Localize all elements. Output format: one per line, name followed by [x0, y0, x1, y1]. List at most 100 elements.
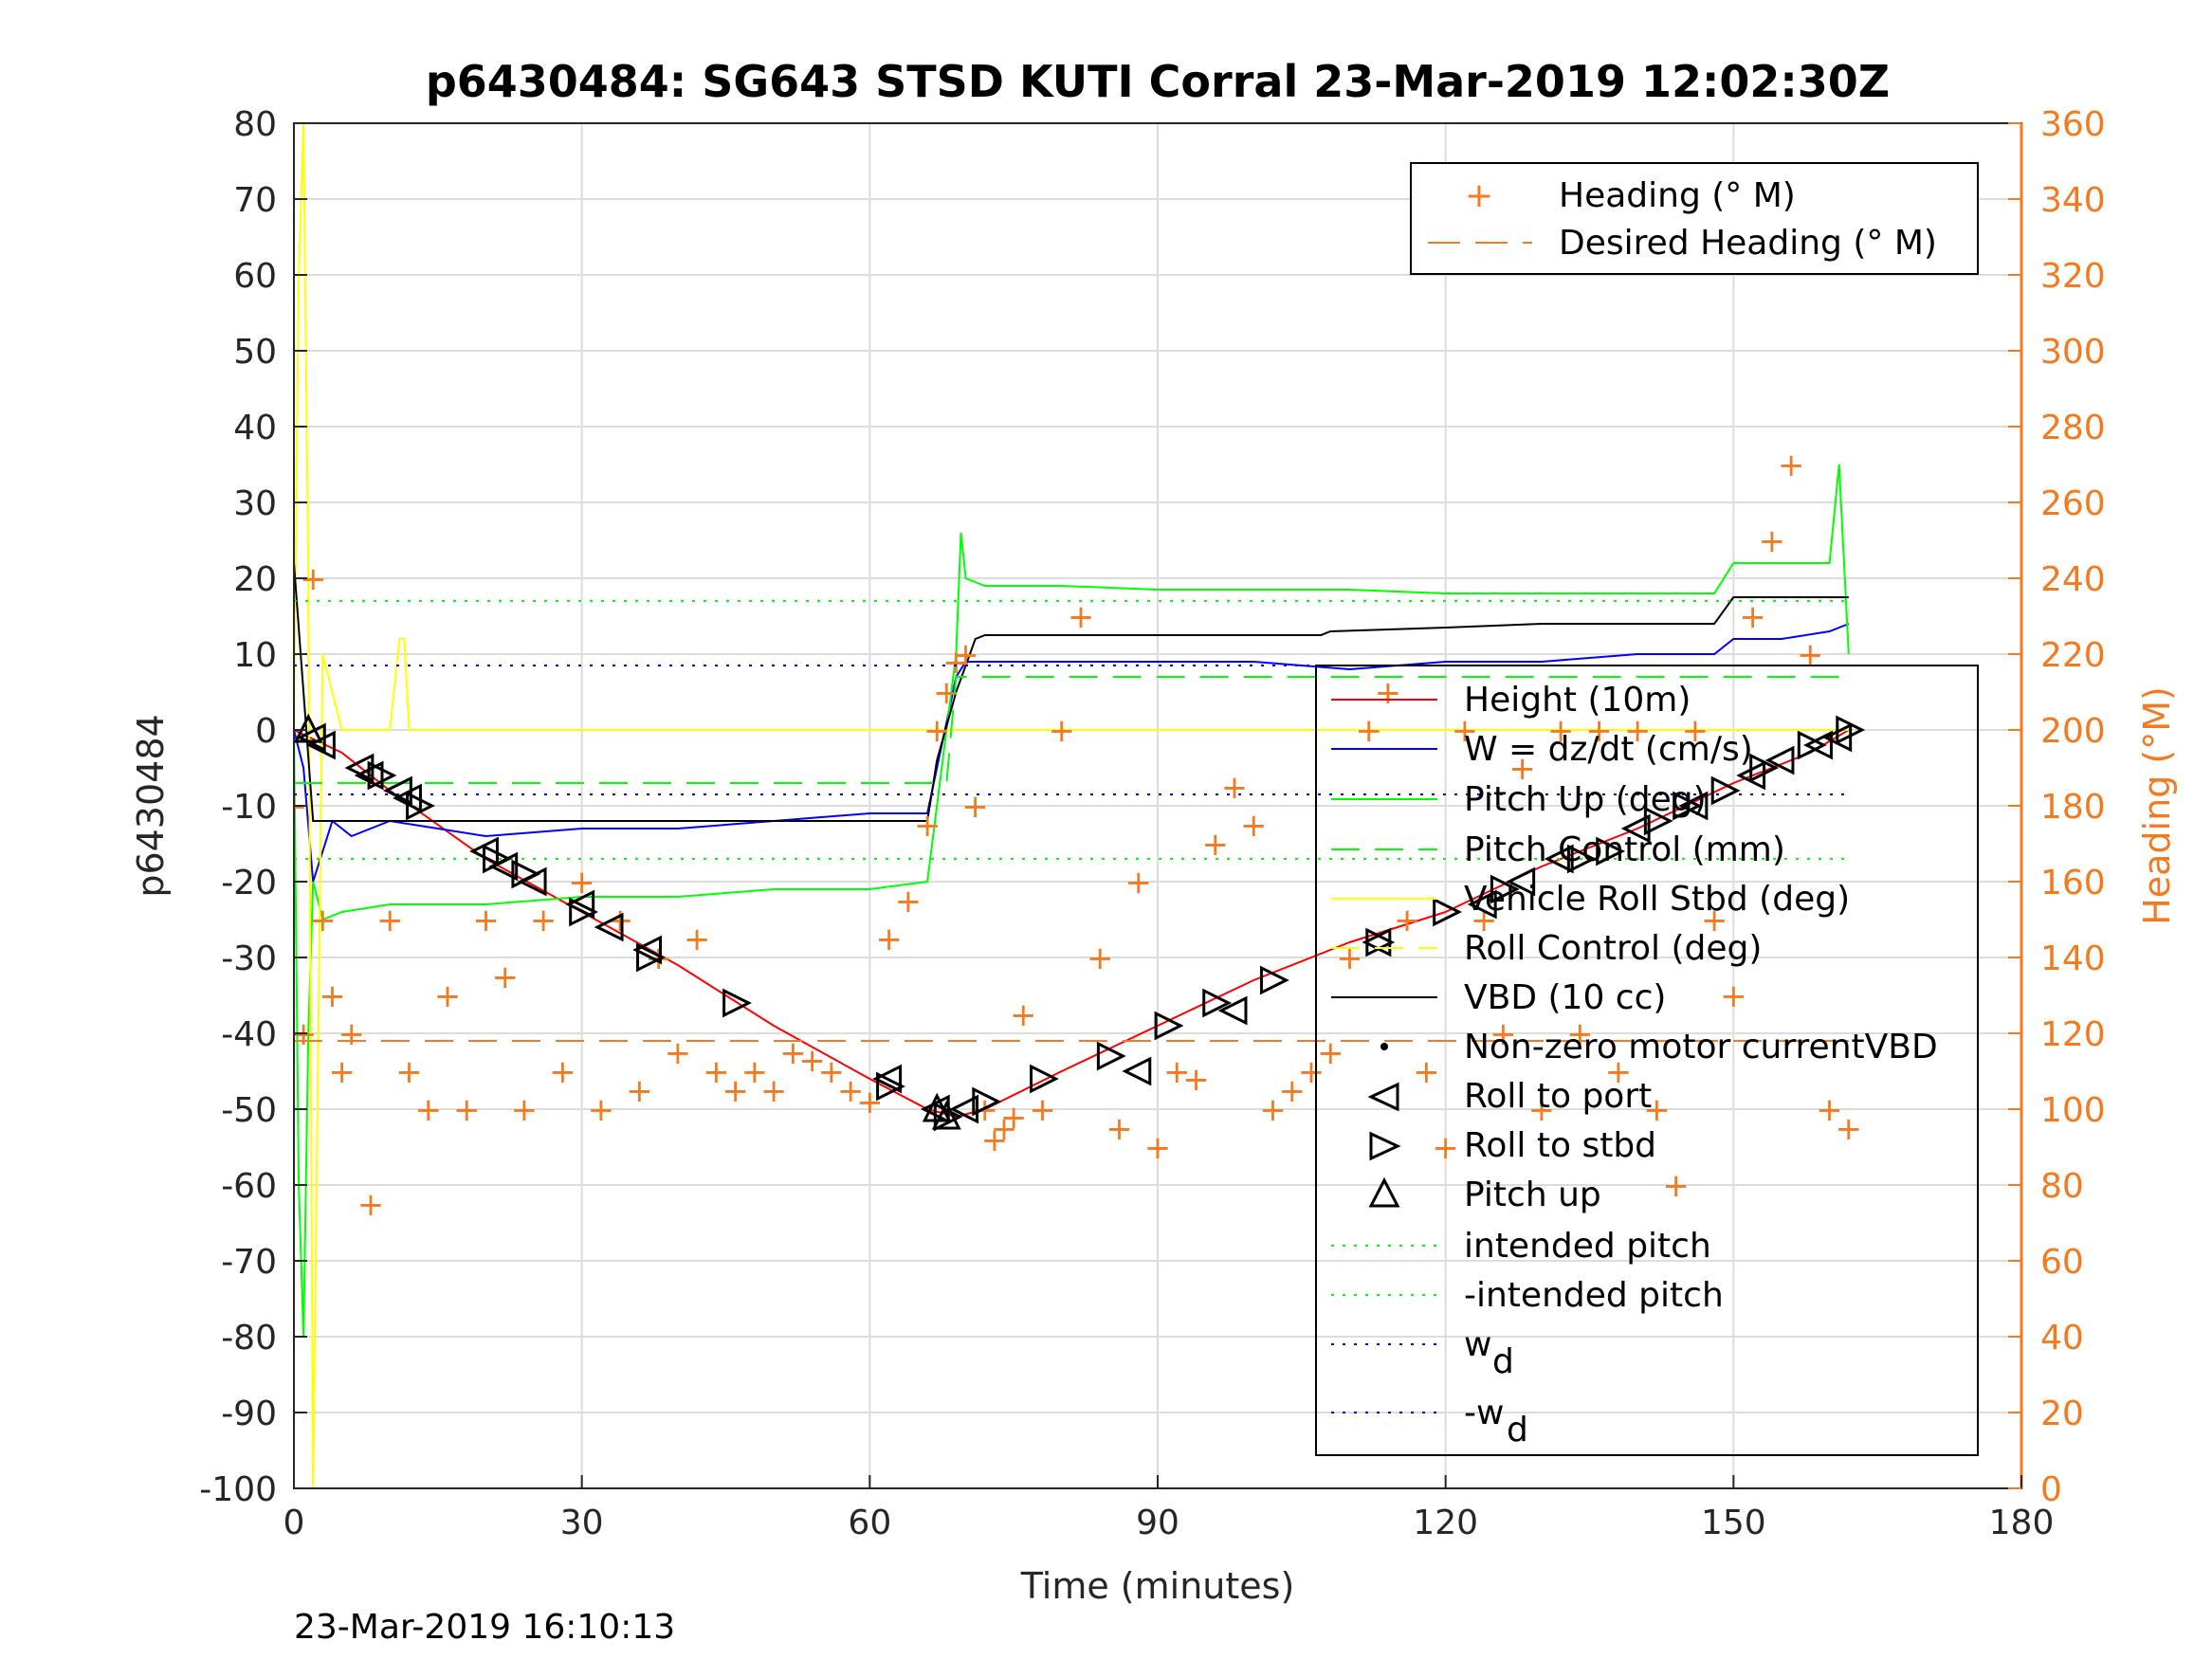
- roll-to-stbd-marker: [1490, 874, 1520, 904]
- y-tick-label: -10: [221, 788, 277, 827]
- heading-marker: +: [741, 1053, 769, 1091]
- heading-marker: +: [1000, 1099, 1028, 1137]
- roll-to-stbd-marker: [1259, 965, 1289, 995]
- heading-marker: +: [1201, 826, 1229, 864]
- heading-marker: +: [1068, 598, 1095, 636]
- heading-marker: +: [511, 1091, 539, 1129]
- heading-marker: +: [684, 921, 711, 958]
- series-pitch-up-deg: [294, 464, 1850, 1338]
- y-right-tick-label: 200: [2040, 712, 2106, 751]
- heading-marker: +: [1049, 712, 1076, 750]
- legend-entry: -w: [1464, 1394, 1504, 1432]
- heading-marker: +: [1585, 712, 1613, 750]
- y-right-tick-label: 0: [2040, 1470, 2062, 1509]
- x-tick-label: 180: [1989, 1504, 2055, 1542]
- roll-to-port-marker: [1467, 889, 1497, 920]
- heading-marker: +: [1452, 712, 1479, 750]
- heading-marker: +: [722, 1072, 749, 1110]
- roll-to-stbd-marker: [1710, 775, 1741, 806]
- y-tick-label: -30: [221, 939, 277, 978]
- y-tick-label: -100: [199, 1470, 277, 1509]
- heading-marker: +: [703, 1053, 730, 1091]
- heading-marker: +: [1701, 902, 1728, 939]
- legend-entry: w: [1464, 1325, 1491, 1364]
- heading-marker: +: [1106, 1110, 1133, 1148]
- y-right-tick-label: 180: [2040, 788, 2106, 827]
- heading-marker: +: [453, 1091, 481, 1129]
- heading-marker: +: [376, 902, 404, 939]
- heading-marker: +: [923, 712, 951, 750]
- roll-to-stbd-marker: [1566, 844, 1597, 874]
- legend-roll-stbd-icon: [1369, 1131, 1401, 1161]
- heading-marker: +: [319, 977, 346, 1015]
- roll-to-port-marker: [872, 1064, 903, 1094]
- legend-entry: Roll to port: [1464, 1077, 1652, 1116]
- x-tick-label: 0: [283, 1504, 305, 1542]
- legend-entry: W = dz/dt (cm/s): [1464, 730, 1753, 769]
- legend-entry: Pitch Control (mm): [1464, 830, 1785, 869]
- y-right-tick-label: 260: [2040, 484, 2106, 523]
- markers-layer: [294, 713, 1866, 1132]
- heading-marker: +: [1643, 1091, 1671, 1129]
- heading-marker: +: [1029, 1091, 1056, 1129]
- heading-marker: +: [1759, 522, 1786, 560]
- heading-marker: +: [338, 1015, 365, 1053]
- heading-marker: +: [588, 1091, 615, 1129]
- y-tick-label: 50: [233, 333, 277, 372]
- roll-to-stbd-marker: [1096, 1041, 1126, 1071]
- heading-marker: +: [981, 1121, 1009, 1159]
- roll-to-stbd-marker: [511, 859, 541, 889]
- x-tick-label: 120: [1413, 1504, 1478, 1542]
- roll-to-port-marker: [1803, 730, 1833, 760]
- heading-marker: +: [1336, 939, 1363, 977]
- heading-marker: +: [1163, 1053, 1191, 1091]
- y-right-tick-label: 100: [2040, 1091, 2106, 1130]
- heading-marker: +: [472, 902, 500, 939]
- roll-to-port-marker: [632, 935, 663, 965]
- heading-marker: +: [626, 1072, 653, 1110]
- legend-entry: Pitch up: [1464, 1176, 1601, 1214]
- roll-to-port-marker: [1764, 745, 1795, 775]
- y-right-tick-label: 280: [2040, 409, 2106, 447]
- legend-entry: Pitch Up (deg): [1464, 780, 1707, 819]
- heading-marker: +: [1394, 902, 1421, 939]
- y-tick-label: -60: [221, 1167, 277, 1206]
- y-tick-label: 80: [233, 105, 277, 144]
- roll-to-stbd-marker: [972, 1086, 1002, 1117]
- heading-marker: +: [856, 1084, 884, 1121]
- roll-to-port-marker: [594, 912, 624, 942]
- y-tick-label: 60: [233, 257, 277, 296]
- y-tick-label: 70: [233, 181, 277, 220]
- heading-marker: +: [1278, 1072, 1306, 1110]
- y-right-tick-label: 120: [2040, 1015, 2106, 1054]
- y-right-tick-label: 320: [2040, 257, 2106, 296]
- heading-marker: +: [1125, 864, 1153, 902]
- series-layer: ++++++++++++++++++++++++++++++++++++++++…: [294, 123, 1862, 1488]
- heading-marker: +: [1221, 769, 1249, 807]
- roll-to-stbd-marker: [1673, 791, 1703, 821]
- heading-marker: +: [1778, 447, 1805, 484]
- legend-entry: intended pitch: [1464, 1227, 1711, 1266]
- x-tick-label: 90: [1136, 1504, 1179, 1542]
- heading-marker: +: [760, 1072, 788, 1110]
- heading-marker: +: [942, 644, 970, 682]
- roll-to-stbd-marker: [1202, 988, 1233, 1018]
- y-right-tick-label: 60: [2040, 1243, 2084, 1282]
- heading-marker: +: [1259, 1091, 1287, 1129]
- legend-entry: VBD (10 cc): [1464, 978, 1666, 1017]
- y-tick-label: -80: [221, 1319, 277, 1358]
- roll-to-stbd-marker: [1797, 730, 1827, 760]
- heading-marker: +: [818, 1053, 846, 1091]
- legend-entry: Heading (° M): [1559, 176, 1796, 215]
- roll-to-stbd-marker: [406, 791, 435, 821]
- heading-marker: +: [568, 864, 595, 902]
- legend-subscript: d: [1507, 1411, 1528, 1449]
- legend-entry: Height (10m): [1464, 681, 1691, 720]
- heading-marker: +: [1375, 674, 1402, 712]
- heading-marker: +: [1605, 1053, 1633, 1091]
- heading-marker: +: [914, 807, 941, 845]
- x-axis-ticks: 0 30 60 90 120 150 180: [283, 1475, 2055, 1542]
- heading-marker: +: [530, 902, 558, 939]
- heading-marker: +: [1682, 712, 1709, 750]
- y-axis-right-label: Heading (°M): [2136, 686, 2178, 925]
